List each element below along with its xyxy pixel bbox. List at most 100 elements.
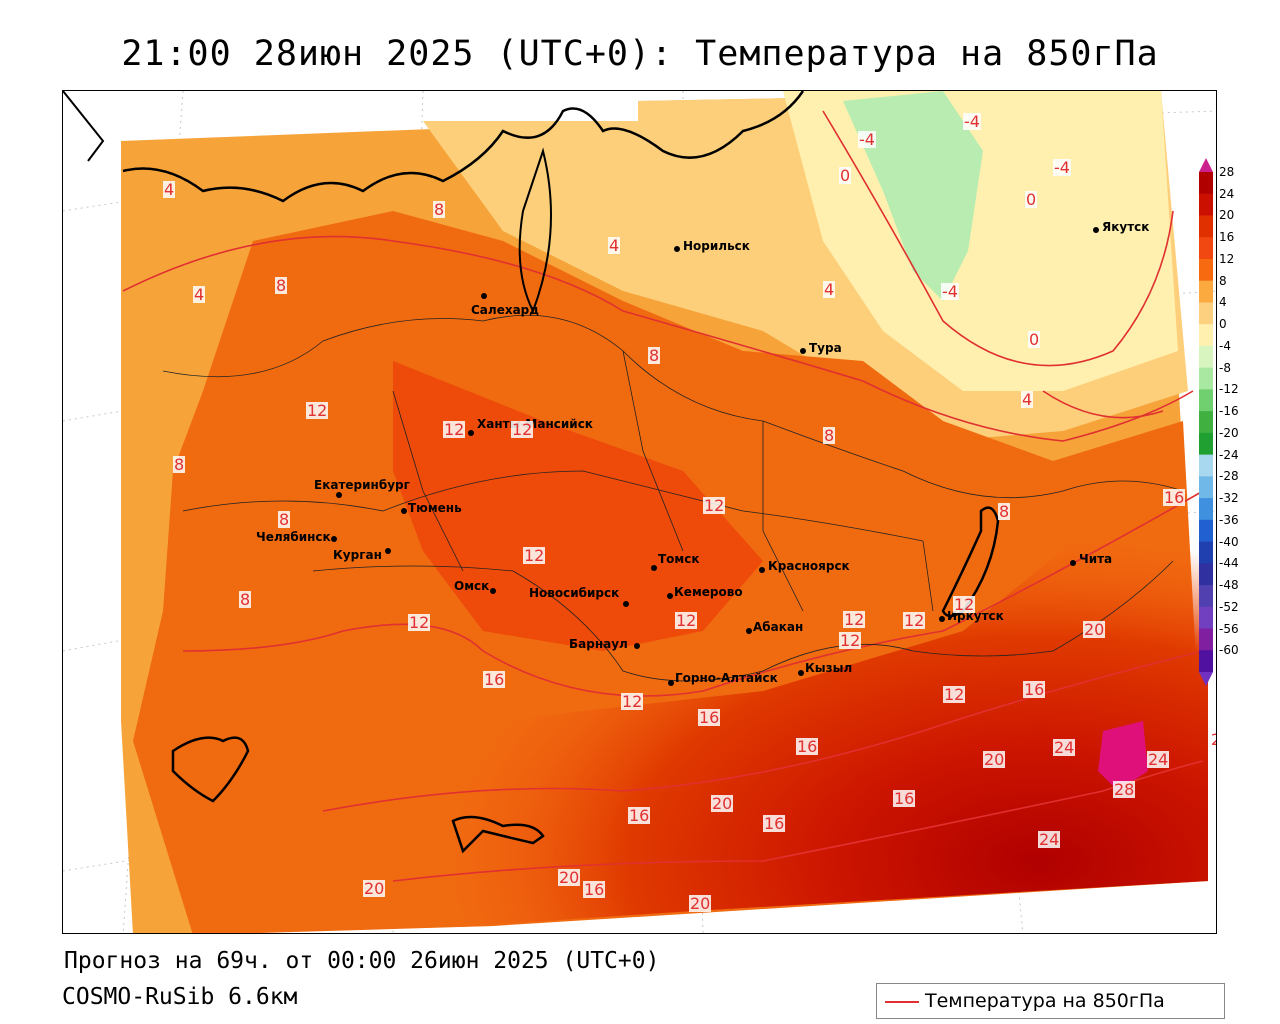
colorbar-cell: [1199, 389, 1213, 412]
city-dot: [385, 548, 391, 554]
colorbar-tick-label: 8: [1219, 273, 1227, 288]
city-label: Томск: [658, 552, 700, 566]
isotherm-value-label: 20: [689, 894, 712, 913]
city-label: Красноярск: [768, 559, 850, 573]
colorbar-tick-label: -12: [1219, 382, 1239, 397]
isotherm-value-label: 20: [1083, 620, 1106, 639]
isotherm-value-label: 12: [843, 610, 866, 629]
zone-hot-south: [363, 471, 1208, 931]
isotherm-value-label: 8: [239, 590, 252, 609]
isotherm-value-label: 4: [193, 285, 206, 304]
isotherm-value-label: 4: [608, 236, 621, 255]
isotherm-value-label: 20: [1210, 731, 1216, 748]
isotherm-value-label: 28: [1113, 780, 1136, 799]
colorbar-cell: [1199, 476, 1213, 499]
colorbar-tick-label: -56: [1219, 621, 1239, 636]
isotherm-value-label: 24: [1053, 738, 1076, 757]
isotherm-value-label: 24: [1147, 750, 1170, 769]
isotherm-value-label: 0: [1028, 330, 1041, 349]
isotherms: [122, 110, 1204, 882]
city-label: Кызыл: [805, 661, 853, 675]
city-label: Салехард: [471, 303, 539, 317]
colorbar-tick-label: -52: [1219, 599, 1239, 614]
isotherm-value-label: -4: [963, 112, 981, 131]
city-label: Челябинск: [256, 530, 331, 544]
colorbar-tick-label: -48: [1219, 578, 1239, 593]
city-dot: [759, 567, 765, 573]
isotherm-value-label: 16: [1163, 488, 1186, 507]
colorbar-tick-label: 0: [1219, 317, 1227, 332]
colorbar-tick-label: 20: [1219, 208, 1235, 223]
isotherm-value-label: 16: [483, 670, 506, 689]
isotherm-value-label: 8: [823, 426, 836, 445]
isotherm-value-label: 12: [903, 611, 926, 630]
colorbar: 28 24 20 16 12 8 4 0 -4 -8 -12 -16 -20 -24 -28 -32 -36 -4…: [1199, 158, 1280, 688]
legend-line-swatch: [885, 1001, 919, 1003]
isotherm-value-label: 12: [523, 546, 546, 565]
isotherm-value-label: 4: [1021, 390, 1034, 409]
colorbar-bottom-arrow: [1199, 672, 1213, 686]
isotherm-value-label: 20: [558, 868, 581, 887]
colorbar-cell: [1199, 585, 1213, 608]
colorbar-tick-label: -16: [1219, 404, 1239, 419]
legend: Температура на 850гПа: [876, 983, 1225, 1019]
isotherm-value-label: 12: [839, 631, 862, 650]
colorbar-cell: [1199, 345, 1213, 369]
isotherm-value-label: 12: [306, 401, 329, 420]
temperature-map[interactable]: Норильск Якутск Салехард Тура Ханты-Манс…: [62, 90, 1217, 934]
city-label: Норильск: [683, 239, 750, 253]
colorbar-tick-label: -24: [1219, 447, 1239, 462]
isotherm-value-label: 4: [163, 180, 176, 199]
colorbar-cell: [1199, 454, 1213, 477]
legend-label: Температура на 850гПа: [925, 990, 1165, 1012]
colorbar-tick-label: 24: [1219, 186, 1235, 201]
city-dot: [481, 293, 487, 299]
city-dot: [634, 643, 640, 649]
coastlines: [63, 91, 1000, 854]
city-dot: [674, 246, 680, 252]
isotherm-value-label: 8: [998, 502, 1011, 521]
colorbar-cell: [1199, 237, 1213, 260]
colorbar-tick-label: -20: [1219, 425, 1239, 440]
colorbar-cell: [1199, 324, 1213, 347]
colorbar-cell: [1199, 280, 1213, 303]
colorbar-cell: [1199, 563, 1213, 586]
city-dot: [336, 492, 342, 498]
colorbar-tick-label: -32: [1219, 491, 1239, 506]
isotherm-value-label: 16: [698, 708, 721, 727]
colorbar-tick-label: -8: [1219, 360, 1231, 375]
isotherm-value-label: 12: [511, 420, 534, 439]
colorbar-tick-label: -40: [1219, 534, 1239, 549]
colorbar-tick-label: 12: [1219, 251, 1235, 266]
isotherm-value-label: 8: [648, 346, 661, 365]
isotherm-value-label: 20: [711, 794, 734, 813]
city-label: Барнаул: [569, 637, 628, 651]
isotherm-value-label: 16: [893, 789, 916, 808]
admin-borders: [162, 314, 1184, 682]
isotherm-value-label: 8: [433, 200, 446, 219]
city-dot: [331, 536, 337, 542]
isotherm-value-label: 8: [278, 510, 291, 529]
city-label: Якутск: [1102, 220, 1150, 234]
zone-hot-center: [393, 361, 763, 651]
city-dot: [798, 670, 804, 676]
city-dot: [401, 508, 407, 514]
colorbar-cell: [1199, 498, 1213, 521]
isotherm-value-label: 12: [675, 611, 698, 630]
city-dot: [468, 430, 474, 436]
map-canvas: [63, 91, 1216, 933]
city-label: Чита: [1079, 552, 1113, 566]
colorbar-cell: [1199, 519, 1213, 543]
zone-hottest: [1098, 721, 1148, 791]
isotherm-value-label: -4: [941, 282, 959, 301]
isotherm-value-label: 0: [839, 166, 852, 185]
colorbar-tick-label: -44: [1219, 556, 1239, 571]
colorbar-cell: [1199, 628, 1213, 651]
city-dot: [939, 616, 945, 622]
colorbar-cell: [1199, 302, 1213, 325]
city-label: Курган: [333, 548, 382, 562]
isotherm-value-label: 8: [173, 455, 186, 474]
colorbar-cell: [1199, 193, 1213, 216]
isotherm-value-label: 8: [275, 276, 288, 295]
city-dot: [1070, 560, 1076, 566]
